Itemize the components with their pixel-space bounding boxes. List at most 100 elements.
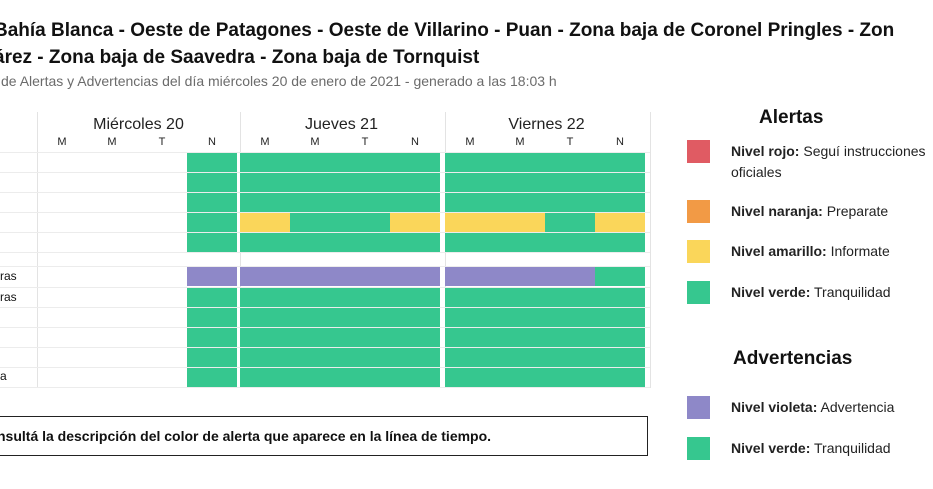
timeline-segment-green[interactable] (495, 153, 545, 172)
timeline-segment-green[interactable] (545, 368, 595, 387)
grid-line-horizontal (0, 287, 650, 288)
timeline-segment-green[interactable] (240, 233, 290, 252)
timeline-segment-yellow[interactable] (445, 213, 495, 232)
timeline-segment-green[interactable] (390, 308, 440, 327)
timeline-segment-green[interactable] (240, 193, 290, 212)
timeline-segment-green[interactable] (187, 328, 237, 347)
timeline-segment-green[interactable] (290, 368, 340, 387)
timeline-segment-green[interactable] (445, 328, 495, 347)
timeline-segment-green[interactable] (495, 233, 545, 252)
timeline-segment-green[interactable] (545, 153, 595, 172)
timeline-segment-green[interactable] (545, 213, 595, 232)
timeline-segment-green[interactable] (595, 153, 645, 172)
timeline-segment-green[interactable] (390, 368, 440, 387)
timeline-segment-green[interactable] (495, 348, 545, 367)
timeline-segment-green[interactable] (340, 193, 390, 212)
timeline-segment-green[interactable] (187, 288, 237, 307)
timeline-segment-green[interactable] (495, 328, 545, 347)
timeline-segment-green[interactable] (187, 213, 237, 232)
timeline-segment-green[interactable] (290, 213, 340, 232)
timeline-segment-green[interactable] (495, 308, 545, 327)
timeline-segment-green[interactable] (240, 368, 290, 387)
timeline-segment-green[interactable] (187, 233, 237, 252)
timeline-segment-green[interactable] (595, 173, 645, 192)
timeline-segment-green[interactable] (290, 233, 340, 252)
timeline-segment-violet[interactable] (340, 267, 390, 286)
timeline-segment-green[interactable] (595, 193, 645, 212)
timeline-segment-violet[interactable] (290, 267, 340, 286)
timeline-segment-green[interactable] (445, 368, 495, 387)
timeline-segment-green[interactable] (595, 267, 645, 286)
timeline-segment-green[interactable] (445, 348, 495, 367)
timeline-segment-yellow[interactable] (495, 213, 545, 232)
timeline-segment-green[interactable] (290, 348, 340, 367)
timeline-segment-yellow[interactable] (240, 213, 290, 232)
timeline-segment-green[interactable] (187, 308, 237, 327)
timeline-segment-green[interactable] (340, 173, 390, 192)
timeline-segment-green[interactable] (390, 173, 440, 192)
timeline-segment-green[interactable] (187, 193, 237, 212)
timeline-segment-green[interactable] (595, 368, 645, 387)
timeline-segment-green[interactable] (340, 308, 390, 327)
timeline-segment-green[interactable] (545, 348, 595, 367)
timeline-segment-green[interactable] (445, 173, 495, 192)
timeline-segment-green[interactable] (187, 368, 237, 387)
timeline-segment-green[interactable] (445, 153, 495, 172)
timeline-segment-green[interactable] (240, 308, 290, 327)
timeline-segment-green[interactable] (290, 308, 340, 327)
timeline-segment-green[interactable] (390, 193, 440, 212)
timeline-segment-green[interactable] (495, 368, 545, 387)
timeline-segment-green[interactable] (290, 153, 340, 172)
timeline-segment-violet[interactable] (240, 267, 290, 286)
timeline-segment-violet[interactable] (187, 267, 237, 286)
timeline-segment-green[interactable] (495, 288, 545, 307)
timeline-segment-green[interactable] (390, 153, 440, 172)
timeline-segment-green[interactable] (290, 328, 340, 347)
timeline-segment-green[interactable] (187, 173, 237, 192)
timeline-segment-green[interactable] (290, 193, 340, 212)
timeline-segment-green[interactable] (290, 173, 340, 192)
timeline-segment-violet[interactable] (495, 267, 545, 286)
timeline-segment-green[interactable] (545, 193, 595, 212)
timeline-segment-yellow[interactable] (390, 213, 440, 232)
timeline-segment-green[interactable] (240, 153, 290, 172)
timeline-segment-green[interactable] (390, 328, 440, 347)
timeline-segment-green[interactable] (290, 288, 340, 307)
timeline-segment-green[interactable] (495, 173, 545, 192)
timeline-segment-green[interactable] (445, 233, 495, 252)
timeline-segment-green[interactable] (340, 348, 390, 367)
timeline-segment-yellow[interactable] (595, 213, 645, 232)
timeline-segment-green[interactable] (545, 233, 595, 252)
timeline-segment-green[interactable] (595, 328, 645, 347)
timeline-segment-green[interactable] (240, 288, 290, 307)
timeline-segment-green[interactable] (340, 288, 390, 307)
timeline-segment-green[interactable] (240, 348, 290, 367)
timeline-segment-violet[interactable] (545, 267, 595, 286)
timeline-segment-green[interactable] (340, 233, 390, 252)
timeline-segment-green[interactable] (240, 328, 290, 347)
timeline-segment-green[interactable] (187, 348, 237, 367)
timeline-segment-green[interactable] (445, 308, 495, 327)
timeline-segment-green[interactable] (187, 153, 237, 172)
timeline-segment-green[interactable] (340, 153, 390, 172)
timeline-segment-green[interactable] (545, 173, 595, 192)
timeline-segment-green[interactable] (595, 288, 645, 307)
timeline-segment-violet[interactable] (445, 267, 495, 286)
timeline-segment-green[interactable] (240, 173, 290, 192)
timeline-segment-green[interactable] (545, 288, 595, 307)
timeline-segment-green[interactable] (340, 328, 390, 347)
timeline-segment-green[interactable] (495, 193, 545, 212)
timeline-segment-green[interactable] (595, 233, 645, 252)
timeline-segment-green[interactable] (340, 213, 390, 232)
timeline-segment-green[interactable] (445, 193, 495, 212)
timeline-segment-green[interactable] (340, 368, 390, 387)
timeline-segment-green[interactable] (545, 308, 595, 327)
timeline-segment-green[interactable] (445, 288, 495, 307)
timeline-segment-green[interactable] (390, 348, 440, 367)
timeline-segment-green[interactable] (545, 328, 595, 347)
timeline-segment-violet[interactable] (390, 267, 440, 286)
timeline-segment-green[interactable] (390, 288, 440, 307)
timeline-segment-green[interactable] (595, 348, 645, 367)
timeline-segment-green[interactable] (595, 308, 645, 327)
timeline-segment-green[interactable] (390, 233, 440, 252)
